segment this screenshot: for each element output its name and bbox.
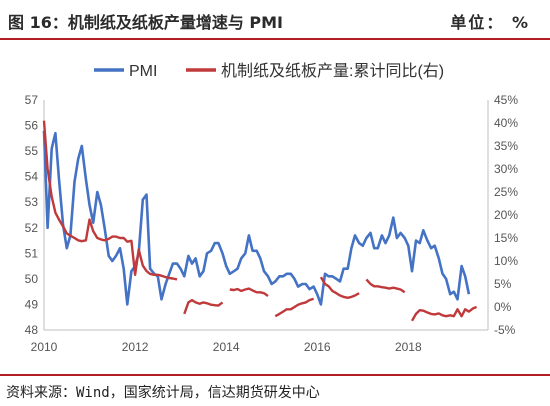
left-tick-label: 50 xyxy=(25,272,39,286)
right-tick-label: 25% xyxy=(494,185,518,199)
x-axis: 2010 2012 2014 2016 2018 xyxy=(31,329,488,354)
series-line-output xyxy=(319,276,360,299)
left-tick-label: 56 xyxy=(25,119,39,133)
series-line-pmi xyxy=(42,130,471,306)
left-tick-label: 48 xyxy=(25,323,39,337)
figure-title: 图 16：机制纸及纸板产量增速与 PMI xyxy=(8,13,284,32)
series-line-output xyxy=(365,278,406,294)
right-tick-label: 30% xyxy=(494,162,518,176)
x-tick-label: 2016 xyxy=(304,340,331,354)
left-tick-label: 55 xyxy=(25,144,39,158)
figure-header: 图 16：机制纸及纸板产量增速与 PMI 单位： % xyxy=(0,0,550,40)
right-tick-label: -5% xyxy=(494,323,516,337)
right-tick-label: 5% xyxy=(494,277,512,291)
left-tick-label: 53 xyxy=(25,195,39,209)
x-tick-label: 2012 xyxy=(122,340,149,354)
line-chart: PMI 机制纸及纸板产量:累计同比(右) 57 56 55 54 53 52 51 50 49 4… xyxy=(25,62,519,354)
right-tick-label: 40% xyxy=(494,116,518,130)
right-tick-label: 10% xyxy=(494,254,518,268)
right-tick-label: 0% xyxy=(494,300,512,314)
right-tick-label: 45% xyxy=(494,93,518,107)
right-tick-label: 15% xyxy=(494,231,518,245)
x-tick-label: 2010 xyxy=(31,340,58,354)
left-tick-label: 57 xyxy=(25,93,39,107)
unit-label: 单位： % xyxy=(450,13,530,32)
legend: PMI 机制纸及纸板产量:累计同比(右) xyxy=(94,62,444,80)
left-tick-label: 52 xyxy=(25,221,39,235)
series-line-output xyxy=(183,298,224,315)
left-tick-label: 51 xyxy=(25,246,39,260)
left-axis: 57 56 55 54 53 52 51 50 49 48 xyxy=(25,93,45,337)
left-tick-label: 49 xyxy=(25,297,39,311)
right-tick-label: 20% xyxy=(494,208,518,222)
chart-area: PMI 机制纸及纸板产量:累计同比(右) 57 56 55 54 53 52 51 50 49 4… xyxy=(0,40,550,376)
series-line-output xyxy=(410,305,478,322)
right-axis: 45% 40% 35% 30% 25% 20% 15% 10% 5% 0% -5% xyxy=(487,93,518,337)
right-tick-label: 35% xyxy=(494,139,518,153)
x-tick-label: 2018 xyxy=(395,340,422,354)
legend-label-output: 机制纸及纸板产量:累计同比(右) xyxy=(221,62,444,80)
source-note: 资料来源：Wind，国家统计局，信达期货研发中心 xyxy=(6,385,320,401)
left-tick-label: 54 xyxy=(25,170,39,184)
x-tick-label: 2014 xyxy=(213,340,240,354)
figure-footer: 资料来源：Wind，国家统计局，信达期货研发中心 xyxy=(0,374,550,406)
series-layer xyxy=(42,120,478,322)
series-line-output xyxy=(274,297,314,318)
series-line-output xyxy=(42,120,178,281)
series-line-output xyxy=(229,287,269,297)
legend-label-pmi: PMI xyxy=(129,63,157,80)
